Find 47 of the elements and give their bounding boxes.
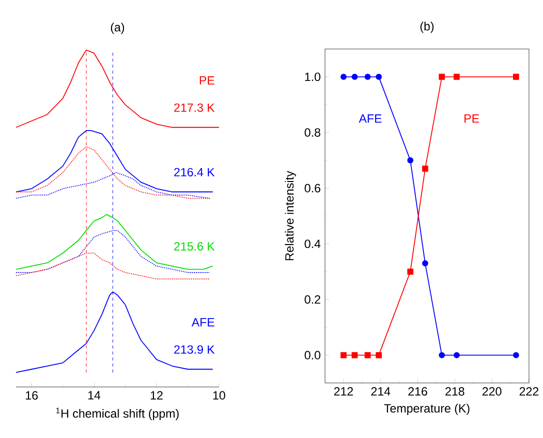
point — [512, 74, 520, 80]
x-tick-label: 212 — [334, 387, 353, 396]
point — [422, 166, 428, 172]
point — [364, 74, 371, 80]
point — [512, 352, 520, 358]
x-tick-label: 216 — [408, 387, 428, 396]
point — [407, 268, 414, 275]
series-label: 216.4 K — [174, 168, 215, 176]
y-tick-label: 0.6 — [304, 184, 320, 192]
x-axis-title: Temperature (K) — [384, 404, 470, 415]
y-tick-label: 0.8 — [304, 128, 320, 137]
y-tick-label: 1.0 — [305, 72, 320, 82]
point — [352, 352, 358, 358]
x-tick-label: 16 — [26, 391, 38, 400]
point — [422, 260, 428, 266]
x-tick-label: 14 — [88, 391, 100, 400]
point — [454, 74, 460, 80]
y-tick-label: 0.4 — [304, 240, 320, 248]
series-label: AFE — [358, 114, 382, 123]
point — [364, 352, 371, 358]
series-label: 213.9 K — [174, 345, 215, 354]
x-tick-label: 218 — [445, 387, 464, 396]
text: PE — [464, 114, 479, 123]
x-tick-label: 12 — [150, 391, 163, 400]
y-tick-label: 0.0 — [304, 350, 320, 360]
x-tick-label: 10 — [213, 391, 226, 400]
x-axis-title: $^{1}$H chemical shift (ppm) — [56, 408, 179, 420]
y-tick-label: 0.2 — [304, 295, 320, 304]
chart-title: (b) — [420, 22, 434, 33]
point — [340, 352, 347, 358]
x-tick-label: 220 — [482, 387, 502, 396]
series-label: 215.6 K — [174, 242, 215, 251]
x-tick-label: 222 — [520, 387, 538, 396]
chart-title: (a) — [110, 22, 124, 34]
ref-line-label: AFE — [192, 318, 214, 326]
point — [438, 74, 445, 80]
ref-line-label: PE — [200, 76, 214, 84]
point — [340, 74, 347, 80]
point — [407, 157, 414, 164]
point — [454, 352, 460, 358]
point — [376, 74, 382, 80]
point — [376, 352, 382, 358]
x-tick-label: 214 — [371, 387, 390, 396]
point — [438, 352, 445, 358]
point — [352, 74, 358, 80]
y-axis-title: Relative intensity — [284, 170, 296, 260]
series-label: 217.3 K — [174, 103, 215, 112]
